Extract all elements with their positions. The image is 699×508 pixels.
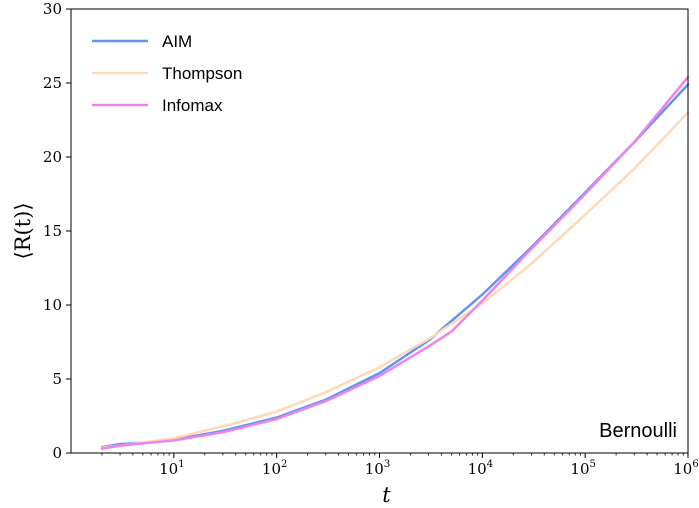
x-tick-label: 106 — [673, 459, 698, 478]
x-tick-label: 101 — [159, 459, 184, 478]
x-axis-label: t — [382, 483, 391, 507]
series-layer — [100, 75, 690, 450]
y-tick-label: 5 — [52, 370, 62, 388]
legend-label-infomax: Infomax — [162, 96, 223, 115]
x-tick-label: 103 — [365, 459, 390, 478]
series-line-thompson — [100, 111, 690, 450]
series-line-infomax — [100, 75, 690, 450]
y-axis-label: ⟨R(t)⟩ — [11, 202, 35, 259]
y-tick-label: 25 — [43, 74, 62, 92]
y-tick-label: 15 — [43, 222, 62, 240]
x-tick-label: 104 — [468, 459, 493, 478]
y-tick-label: 0 — [52, 444, 62, 462]
x-tick-label: 102 — [262, 459, 287, 478]
legend-label-thompson: Thompson — [162, 64, 242, 83]
y-tick-label: 10 — [43, 296, 62, 314]
y-axis: 0 5 10 15 20 25 30 — [43, 0, 71, 462]
series-line-aim — [100, 83, 690, 449]
x-axis: 101 102 103 104 105 106 — [101, 453, 699, 478]
legend-label-aim: AIM — [162, 32, 192, 51]
y-tick-label: 20 — [43, 148, 62, 166]
y-tick-label: 30 — [43, 0, 62, 18]
x-tick-label: 105 — [570, 459, 595, 478]
chart-annotation: Bernoulli — [599, 420, 677, 442]
legend: AIM Thompson Infomax — [92, 32, 242, 115]
